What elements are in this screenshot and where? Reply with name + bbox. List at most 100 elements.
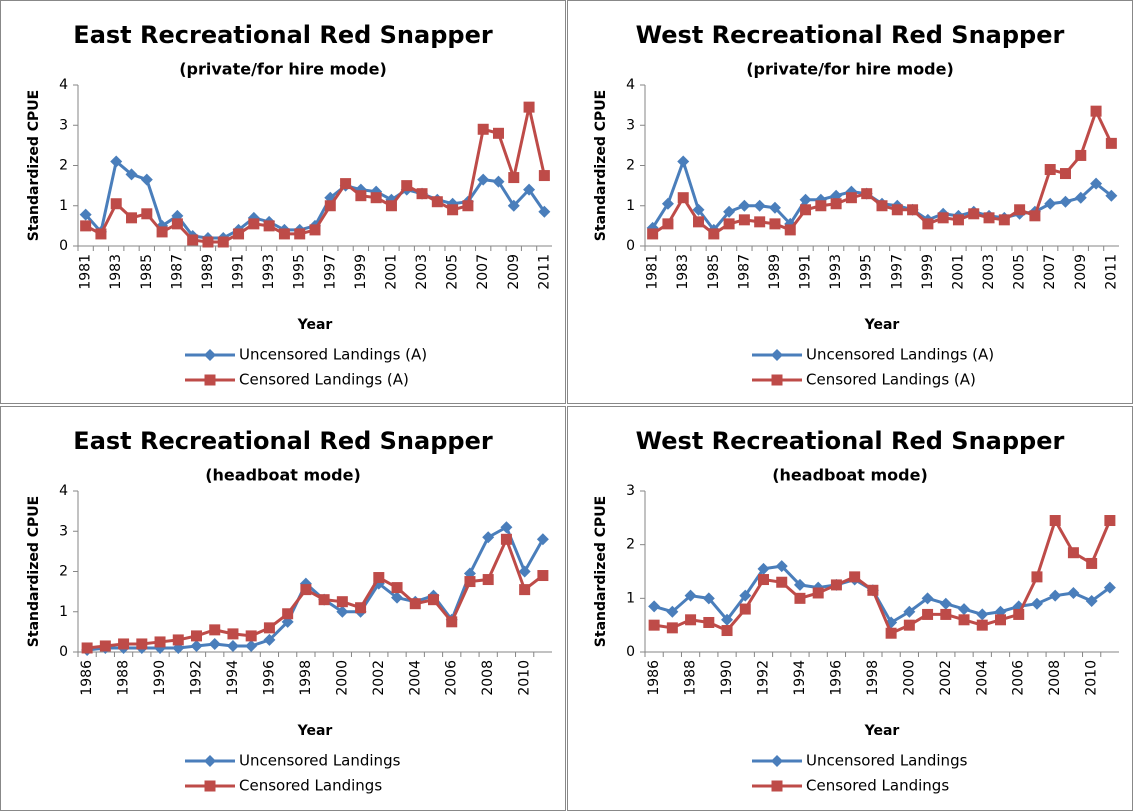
marker <box>248 218 260 230</box>
marker <box>204 755 216 767</box>
marker <box>191 630 202 642</box>
marker <box>154 636 166 648</box>
chart-subtitle: (headboat mode) <box>205 466 361 485</box>
marker <box>373 572 385 584</box>
marker <box>507 199 520 212</box>
legend-label: Censored Landings <box>806 777 949 795</box>
marker <box>171 218 183 230</box>
marker <box>771 349 783 361</box>
marker <box>952 214 964 226</box>
marker <box>703 616 715 628</box>
marker <box>141 208 153 220</box>
marker <box>849 571 861 583</box>
marker <box>757 562 770 575</box>
marker <box>355 602 367 614</box>
marker <box>187 234 199 246</box>
marker <box>81 642 93 654</box>
x-tick-label: 1994 <box>792 660 808 696</box>
marker <box>464 576 476 588</box>
marker <box>1014 204 1026 216</box>
y-tick-label: 2 <box>626 537 635 553</box>
x-tick-label: 2001 <box>950 254 966 290</box>
legend-label: Censored Landings (A) <box>239 371 409 389</box>
marker <box>202 236 214 248</box>
x-tick-label: 1999 <box>353 254 369 290</box>
x-tick-label: 1998 <box>865 660 881 696</box>
marker <box>1013 608 1025 620</box>
marker <box>1074 191 1087 204</box>
marker <box>537 570 549 582</box>
x-tick-label: 1991 <box>231 254 247 290</box>
x-tick-label: 1986 <box>79 660 95 696</box>
legend-label: Uncensored Landings <box>806 752 968 770</box>
marker <box>156 226 168 238</box>
marker <box>428 594 439 606</box>
marker <box>95 228 107 240</box>
y-tick-label: 2 <box>626 158 635 174</box>
marker <box>666 605 679 618</box>
marker <box>1049 515 1061 527</box>
marker <box>830 198 842 210</box>
marker <box>282 608 294 620</box>
marker <box>226 639 239 652</box>
marker <box>800 204 812 216</box>
y-tick-label: 3 <box>59 117 68 133</box>
y-tick-label: 1 <box>626 590 635 606</box>
marker <box>318 594 330 606</box>
legend-label: Uncensored Landings (A) <box>806 346 994 364</box>
x-tick-label: 1983 <box>108 254 124 290</box>
marker <box>1090 105 1102 117</box>
x-tick-label: 1995 <box>292 254 308 290</box>
marker <box>771 780 783 792</box>
y-tick-label: 0 <box>59 644 68 660</box>
x-tick-label: 1992 <box>756 660 772 696</box>
marker <box>172 634 184 646</box>
y-tick-label: 3 <box>626 483 635 499</box>
marker <box>739 589 752 602</box>
marker <box>1049 589 1062 602</box>
marker <box>891 204 903 216</box>
marker <box>1067 586 1080 599</box>
y-tick-label: 4 <box>59 483 68 499</box>
marker <box>140 173 153 186</box>
marker <box>1075 149 1087 161</box>
marker <box>677 192 689 204</box>
x-tick-label: 1988 <box>116 660 132 696</box>
y-tick-label: 1 <box>626 198 635 214</box>
marker <box>758 574 769 586</box>
series-line <box>86 525 545 652</box>
marker <box>739 603 751 615</box>
marker <box>523 183 536 196</box>
marker <box>771 755 783 767</box>
x-tick-label: 1997 <box>322 254 338 290</box>
x-tick-label: 2000 <box>334 660 350 696</box>
marker <box>937 212 949 224</box>
marker <box>677 155 690 168</box>
marker <box>661 197 674 210</box>
marker <box>662 218 674 230</box>
marker <box>1090 177 1103 190</box>
series-line <box>86 535 544 650</box>
marker <box>976 608 989 621</box>
marker <box>462 200 474 212</box>
marker <box>1030 597 1043 610</box>
x-tick-label: 2002 <box>371 660 387 696</box>
x-tick-label: 1999 <box>920 254 936 290</box>
marker <box>867 584 879 596</box>
chart-title: West Recreational Red Snapper <box>636 21 1065 49</box>
marker <box>771 374 783 386</box>
y-tick-label: 0 <box>626 238 635 254</box>
marker <box>482 574 494 586</box>
x-axis-title: Year <box>864 723 900 739</box>
marker <box>245 639 258 652</box>
x-tick-label: 2009 <box>506 254 522 290</box>
chart-title: East Recreational Red Snapper <box>73 21 493 49</box>
x-tick-label: 2005 <box>1012 254 1028 290</box>
chart-subtitle: (headboat mode) <box>772 466 928 485</box>
marker <box>245 630 257 642</box>
marker <box>1067 547 1079 559</box>
marker <box>815 200 827 212</box>
x-tick-label: 1993 <box>261 254 277 290</box>
marker <box>233 228 245 240</box>
y-tick-label: 2 <box>59 158 68 174</box>
